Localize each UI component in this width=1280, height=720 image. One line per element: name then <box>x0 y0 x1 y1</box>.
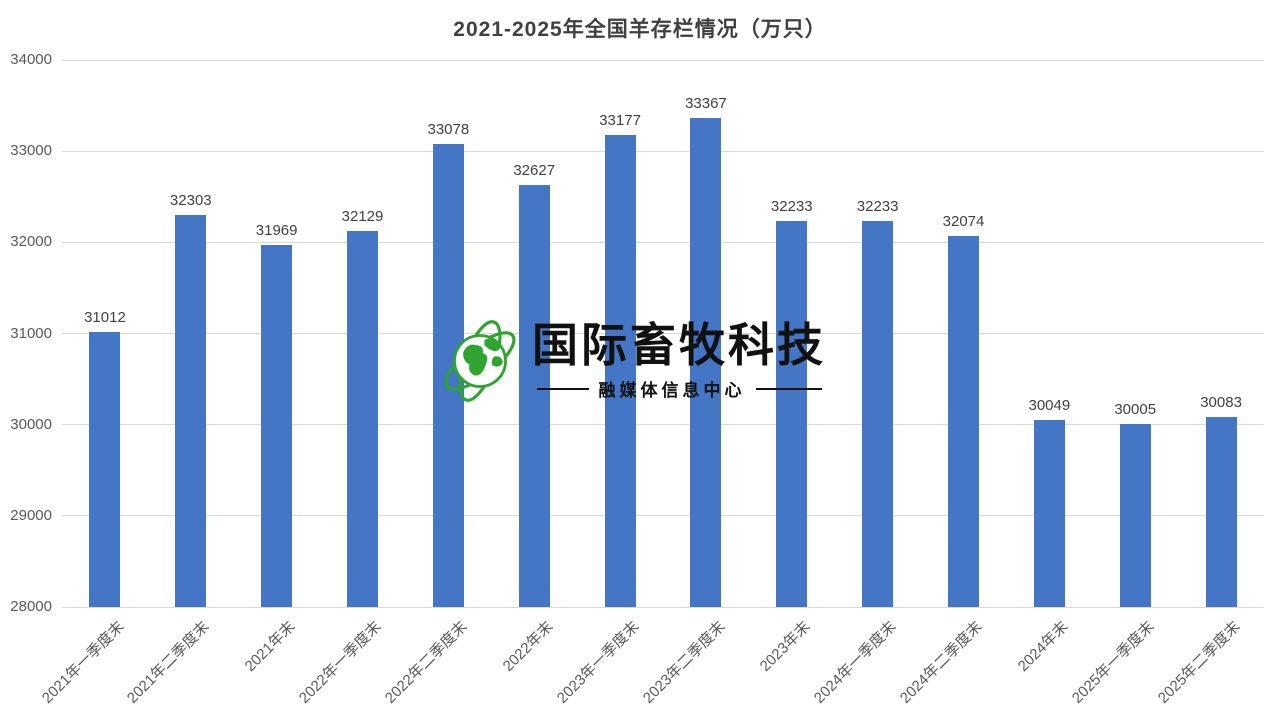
x-axis-tick-label: 2022年末 <box>499 618 557 675</box>
x-axis-tick-label: 2022年一季度末 <box>295 618 385 707</box>
globe-orbit-icon <box>444 320 516 402</box>
bar <box>1205 417 1237 607</box>
bar-value-label: 30083 <box>1200 394 1242 412</box>
x-axis-tick-label: 2021年末 <box>241 618 299 675</box>
bar-value-label: 32627 <box>513 162 556 180</box>
x-axis-tick-label: 2024年二季度末 <box>896 618 986 707</box>
watermark-divider-right <box>755 387 822 390</box>
y-axis-tick-label: 33000 <box>10 142 52 160</box>
y-axis-tick-label: 30000 <box>10 415 52 433</box>
bar-value-label: 33367 <box>685 94 727 112</box>
bar <box>261 245 293 607</box>
x-axis-tick-label: 2022年二季度末 <box>381 618 471 707</box>
y-axis-tick-label: 31000 <box>10 324 52 342</box>
bar-value-label: 32129 <box>341 207 384 225</box>
gridline <box>62 59 1264 61</box>
y-axis-tick-label: 34000 <box>10 51 52 68</box>
watermark-subtitle-row: 融媒体信息中心 <box>532 376 826 401</box>
y-axis-tick-label: 28000 <box>10 598 52 615</box>
gridline <box>62 333 1264 334</box>
bar <box>89 332 121 607</box>
bar <box>518 185 550 607</box>
chart-title: 2021-2025年全国羊存栏情况（万只） <box>453 18 827 41</box>
plot-area: 31012 2021年一季度末 32303 2021年二季度末 31969 2021年末 3… <box>38 59 1264 707</box>
gridline <box>62 515 1264 517</box>
x-axis-tick-label: 2023年一季度末 <box>553 618 643 707</box>
x-axis-tick-label: 2024年一季度末 <box>811 618 900 707</box>
gridline <box>62 606 1264 608</box>
x-axis-tick-label: 2025年二季度末 <box>1154 618 1244 707</box>
bar-value-label: 30005 <box>1114 401 1157 419</box>
watermark-divider-left <box>536 387 589 390</box>
bar-value-label: 32233 <box>770 198 813 216</box>
bar-value-label: 30049 <box>1028 397 1071 415</box>
x-axis-tick-label: 2023年末 <box>757 618 814 675</box>
bar-value-label: 31012 <box>84 309 126 327</box>
y-axis-tick-label: 29000 <box>10 506 52 524</box>
x-axis-tick-label: 2024年末 <box>1014 618 1072 675</box>
bar-value-label: 32074 <box>942 212 985 230</box>
watermark-subtitle: 融媒体信息中心 <box>598 381 746 401</box>
bar <box>604 135 636 607</box>
bar <box>347 230 378 607</box>
gridline <box>62 424 1264 426</box>
bar-value-label: 32303 <box>169 191 212 209</box>
bar <box>175 214 207 607</box>
bar <box>1033 420 1065 607</box>
bar-value-label: 33078 <box>427 121 470 139</box>
bar <box>690 117 722 607</box>
watermark-brand: 国际畜牧科技 <box>532 318 826 371</box>
gridline <box>62 150 1264 152</box>
gridline <box>62 241 1264 243</box>
watermark-text-block: 国际畜牧科技 融媒体信息中心 <box>532 318 826 402</box>
y-axis-tick-label: 32000 <box>10 233 52 251</box>
bar <box>948 235 979 607</box>
x-axis-tick-label: 2025年一季度末 <box>1068 618 1158 707</box>
bar-value-label: 31969 <box>255 222 298 240</box>
watermark: 国际畜牧科技 融媒体信息中心 <box>436 305 856 417</box>
x-axis-tick-label: 2021年二季度末 <box>124 618 213 707</box>
x-axis-tick-label: 2021年一季度末 <box>38 618 128 707</box>
x-axis-tick-label: 2023年二季度末 <box>639 618 729 707</box>
bar-value-label: 33177 <box>599 112 641 130</box>
bar <box>862 221 894 607</box>
bar-value-label: 32233 <box>856 198 899 216</box>
bar <box>1119 424 1151 607</box>
bar <box>776 221 808 607</box>
